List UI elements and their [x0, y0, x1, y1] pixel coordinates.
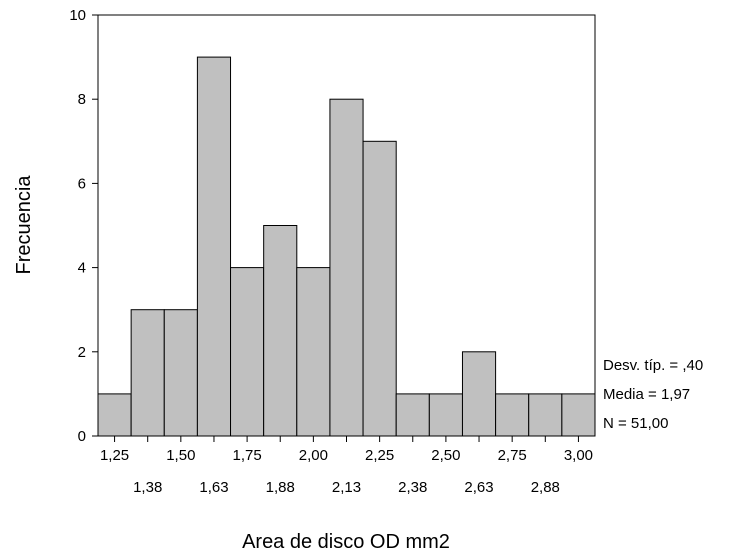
histogram-bar	[329, 98, 364, 437]
stat-std: Desv. típ. = ,40	[603, 357, 703, 374]
stat-mean: Media = 1,97	[603, 386, 690, 403]
histogram-bar	[428, 393, 463, 437]
histogram-bar	[163, 309, 198, 437]
x-tick-label: 1,25	[100, 447, 129, 464]
x-tick-label: 2,75	[498, 447, 527, 464]
histogram-bar	[362, 140, 397, 437]
x-tick-label: 1,88	[266, 479, 295, 496]
x-tick-label: 1,75	[232, 447, 261, 464]
x-tick-label: 2,25	[365, 447, 394, 464]
histogram-bar	[528, 393, 563, 437]
y-tick-label: 8	[78, 91, 86, 108]
x-tick-label: 2,00	[299, 447, 328, 464]
x-tick-label: 2,38	[398, 479, 427, 496]
x-tick-label: 3,00	[564, 447, 593, 464]
histogram-bar	[296, 267, 331, 437]
x-tick-label: 1,63	[199, 479, 228, 496]
histogram-bar	[230, 267, 265, 437]
x-tick-label: 2,50	[431, 447, 460, 464]
y-tick-label: 0	[78, 428, 86, 445]
y-tick-label: 4	[78, 260, 86, 277]
histogram-bar	[461, 351, 497, 437]
x-tick-label: 2,88	[531, 479, 560, 496]
y-tick-label: 2	[78, 344, 86, 361]
x-tick-label: 2,13	[332, 479, 361, 496]
y-axis-title: Frecuencia	[13, 175, 35, 275]
stat-n: N = 51,00	[603, 415, 668, 432]
histogram-bar	[263, 225, 298, 437]
x-tick-label: 1,38	[133, 479, 162, 496]
bars-group	[97, 56, 596, 437]
y-axis: 0 2 4 6 8 10	[69, 7, 98, 445]
x-axis-title: Area de disco OD mm2	[242, 531, 450, 553]
histogram-bar	[130, 309, 165, 437]
x-tick-label: 2,63	[464, 479, 493, 496]
histogram-bar	[196, 56, 232, 437]
y-tick-label: 6	[78, 175, 86, 192]
y-tick-label: 10	[69, 7, 86, 24]
x-axis: 1,25 1,50 1,75 2,00 2,25 2,50 2,75 3,00 1,38 1,63…	[100, 436, 593, 496]
x-tick-label: 1,50	[166, 447, 195, 464]
histogram-bar	[495, 393, 530, 437]
histogram-bar	[395, 393, 430, 437]
histogram-bar	[97, 393, 132, 437]
histogram-bar	[561, 393, 596, 437]
